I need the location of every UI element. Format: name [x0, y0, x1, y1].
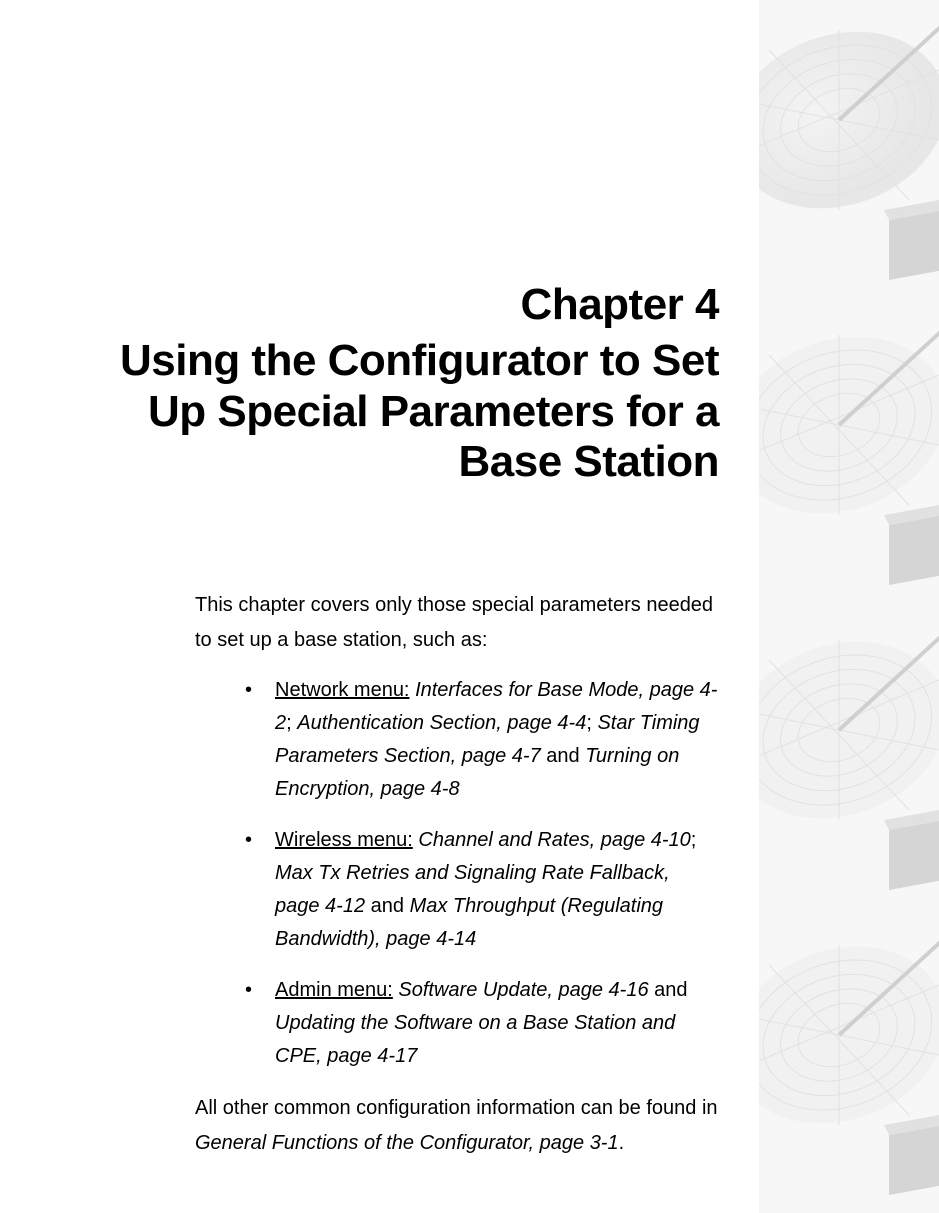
antenna-deco-1	[759, 0, 939, 310]
bullet-item-wireless: Wireless menu: Channel and Rates, page 4…	[235, 824, 719, 956]
chapter-number: Chapter 4	[50, 280, 719, 330]
bullet-item-network: Network menu: Interfaces for Base Mode, …	[235, 674, 719, 806]
bullet-list: Network menu: Interfaces for Base Mode, …	[235, 674, 719, 1073]
outro-paragraph: All other common configuration informati…	[195, 1091, 719, 1161]
bullet-label: Admin menu:	[275, 979, 393, 1001]
chapter-title-line-3: Base Station	[50, 437, 719, 488]
chapter-title-line-1: Using the Configurator to Set	[50, 336, 719, 387]
intro-paragraph: This chapter covers only those special p…	[195, 588, 719, 658]
chapter-title-line-2: Up Special Parameters for a	[50, 387, 719, 438]
page-content: Chapter 4 Using the Configurator to Set …	[0, 0, 759, 1213]
chapter-title-block: Chapter 4 Using the Configurator to Set …	[50, 280, 719, 488]
outro-suffix: .	[619, 1132, 625, 1154]
bullet-item-admin: Admin menu: Software Update, page 4-16 a…	[235, 974, 719, 1073]
bullet-label: Wireless menu:	[275, 829, 413, 851]
outro-link: General Functions of the Configurator, p…	[195, 1132, 619, 1154]
antenna-deco-4	[759, 915, 939, 1213]
bullet-label: Network menu:	[275, 679, 410, 701]
decorative-sidebar	[759, 0, 939, 1213]
outro-prefix: All other common configuration informati…	[195, 1097, 718, 1119]
antenna-deco-3	[759, 610, 939, 920]
antenna-deco-2	[759, 305, 939, 615]
